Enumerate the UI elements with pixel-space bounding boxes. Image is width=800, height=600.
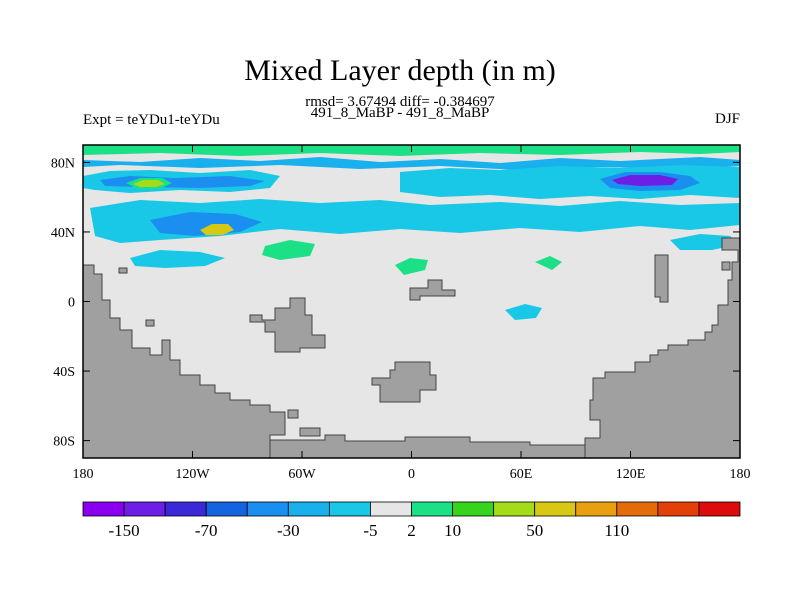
colorbar-label: 2 xyxy=(407,521,416,540)
colorbar-label: -70 xyxy=(195,521,218,540)
x-axis: 180 120W 60W 0 60E 120E 180 xyxy=(73,145,751,482)
colorbar: -150 -70 -30 -5 2 10 50 110 xyxy=(82,501,741,540)
east-landmass xyxy=(584,237,740,458)
y-axis: 80N 40N 0 40S 80S xyxy=(51,156,740,450)
small-island xyxy=(145,319,155,327)
west-landmass xyxy=(83,264,286,458)
midlat-patch xyxy=(200,224,234,235)
small-island xyxy=(299,427,321,437)
colorbar-box xyxy=(164,501,207,517)
chart-subtitle: 491_8_MaBP - 491_8_MaBP xyxy=(310,105,490,121)
colorbar-box xyxy=(411,501,453,517)
north-pacific-patch-core xyxy=(133,180,165,187)
colorbar-label: -150 xyxy=(108,521,139,540)
colorbar-label: 50 xyxy=(526,521,543,540)
colorbar-box xyxy=(82,501,125,517)
west-blob-1 xyxy=(130,250,225,268)
x-tick-label: 120W xyxy=(175,467,210,482)
equatorial-patch xyxy=(505,304,542,320)
colorbar-box xyxy=(123,501,166,517)
colorbar-box xyxy=(616,501,659,517)
subtropical-shoaling xyxy=(395,258,428,275)
x-tick-label: 60E xyxy=(510,467,533,482)
small-island xyxy=(118,267,128,274)
nw-pacific-deepening xyxy=(612,175,678,186)
colorbar-box xyxy=(328,501,371,517)
equatorial-island xyxy=(409,279,456,301)
colorbar-label: -30 xyxy=(277,521,300,540)
y-tick-label: 40N xyxy=(51,226,75,241)
chart-title: Mixed Layer depth (in m) xyxy=(244,54,556,87)
central-island xyxy=(249,297,326,353)
colorbar-box xyxy=(657,501,700,517)
west-blob-2 xyxy=(262,240,315,260)
experiment-label: Expt = teYDu1-teYDu xyxy=(83,112,220,128)
x-tick-label: 120E xyxy=(616,467,646,482)
midlat-band xyxy=(90,199,740,243)
colorbar-box xyxy=(534,501,577,517)
colorbar-label: 10 xyxy=(444,521,461,540)
x-tick-label: 0 xyxy=(408,467,415,482)
small-island xyxy=(287,409,299,419)
subtropical-blob xyxy=(535,256,562,270)
land-layer xyxy=(83,237,740,458)
colorbar-box xyxy=(698,501,741,517)
y-tick-label: 0 xyxy=(68,296,75,311)
colorbar-box xyxy=(493,501,536,517)
colorbar-box xyxy=(205,501,248,517)
north-pacific-core xyxy=(100,176,265,188)
y-tick-label: 80S xyxy=(53,435,75,450)
y-tick-label: 40S xyxy=(53,365,75,380)
small-island xyxy=(721,261,731,271)
colorbar-box xyxy=(575,501,618,517)
colorbar-box xyxy=(370,501,412,517)
season-label: DJF xyxy=(714,111,740,127)
colorbar-label: -5 xyxy=(363,521,377,540)
x-tick-label: 60W xyxy=(288,467,316,482)
colorbar-box xyxy=(287,501,330,517)
colorbar-label: 110 xyxy=(604,521,629,540)
south-island xyxy=(371,361,437,403)
stats-line: rmsd= 3.67494 diff= -0.384697 xyxy=(305,94,495,110)
colorbar-box xyxy=(452,501,495,517)
colorbar-box xyxy=(246,501,289,517)
x-tick-label: 180 xyxy=(73,467,94,482)
y-tick-label: 80N xyxy=(51,156,75,171)
x-tick-label: 180 xyxy=(730,467,751,482)
